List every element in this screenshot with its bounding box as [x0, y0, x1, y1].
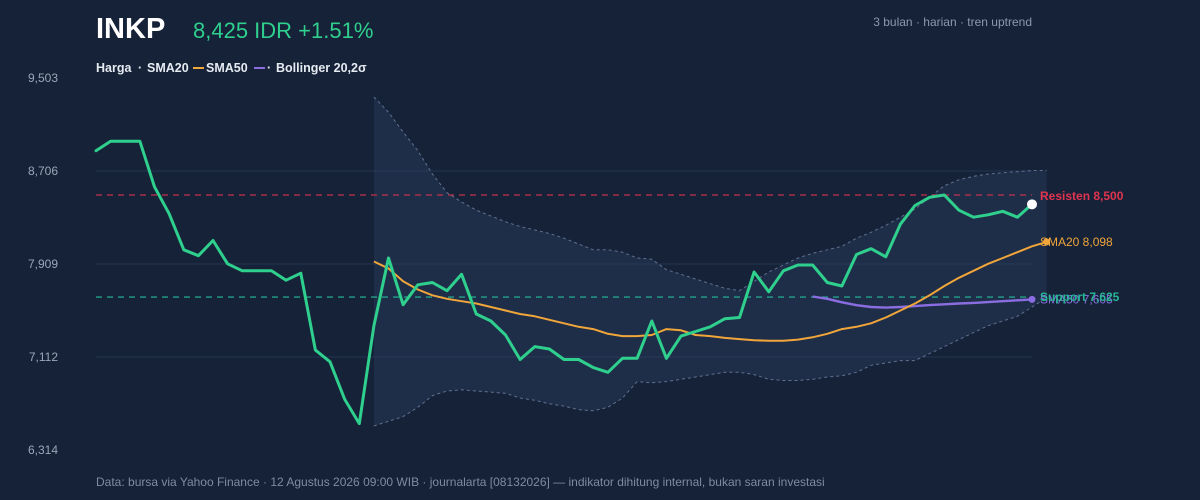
legend: Harga · SMA20 SMA50 · Bollinger 20,2σ: [96, 61, 367, 75]
y-tick-label: 9,503: [28, 71, 58, 85]
legend-price: Harga: [96, 61, 132, 75]
sma50-last-point: [1028, 295, 1036, 303]
y-tick-label: 7,909: [28, 257, 58, 271]
sma50-series: [812, 295, 1033, 309]
price-change: 8,425 IDR +1.51%: [193, 18, 373, 43]
legend-bollinger: Bollinger 20,2σ: [276, 61, 367, 75]
gridlines: [96, 170, 1032, 358]
footer-source: Data: bursa via Yahoo Finance · 12 Agust…: [96, 475, 825, 489]
y-tick-label: 8,706: [28, 164, 58, 178]
y-tick-label: 7,112: [29, 350, 58, 364]
y-axis: 9,503 8,706 7,909 7,112 6,314: [28, 71, 58, 457]
legend-sep-1: ·: [138, 61, 142, 75]
legend-sep-2: ·: [267, 61, 271, 75]
bollinger-band: [373, 97, 1047, 426]
support-label: Support 7,625: [1040, 290, 1120, 304]
resistance-label: Resisten 8,500: [1040, 189, 1124, 203]
sma50-label: SMA50 7,605: [1040, 292, 1113, 306]
price-series: [94, 139, 1034, 426]
bollinger-upper-line: [373, 96, 1047, 292]
chart-meta: 3 bulan · harian · tren uptrend: [873, 15, 1032, 29]
legend-sma20: SMA20: [147, 61, 189, 75]
bollinger-lower-line: [373, 297, 1047, 427]
legend-sma50: SMA50: [206, 61, 248, 75]
y-tick-label: 6,314: [28, 443, 58, 457]
ticker-symbol: INKP: [96, 13, 165, 45]
price-last-point: [1027, 199, 1037, 210]
sma20-last-point: [1043, 238, 1051, 246]
sma20-label: SMA20 8,098: [1040, 235, 1113, 249]
sma20-series: [373, 240, 1047, 342]
